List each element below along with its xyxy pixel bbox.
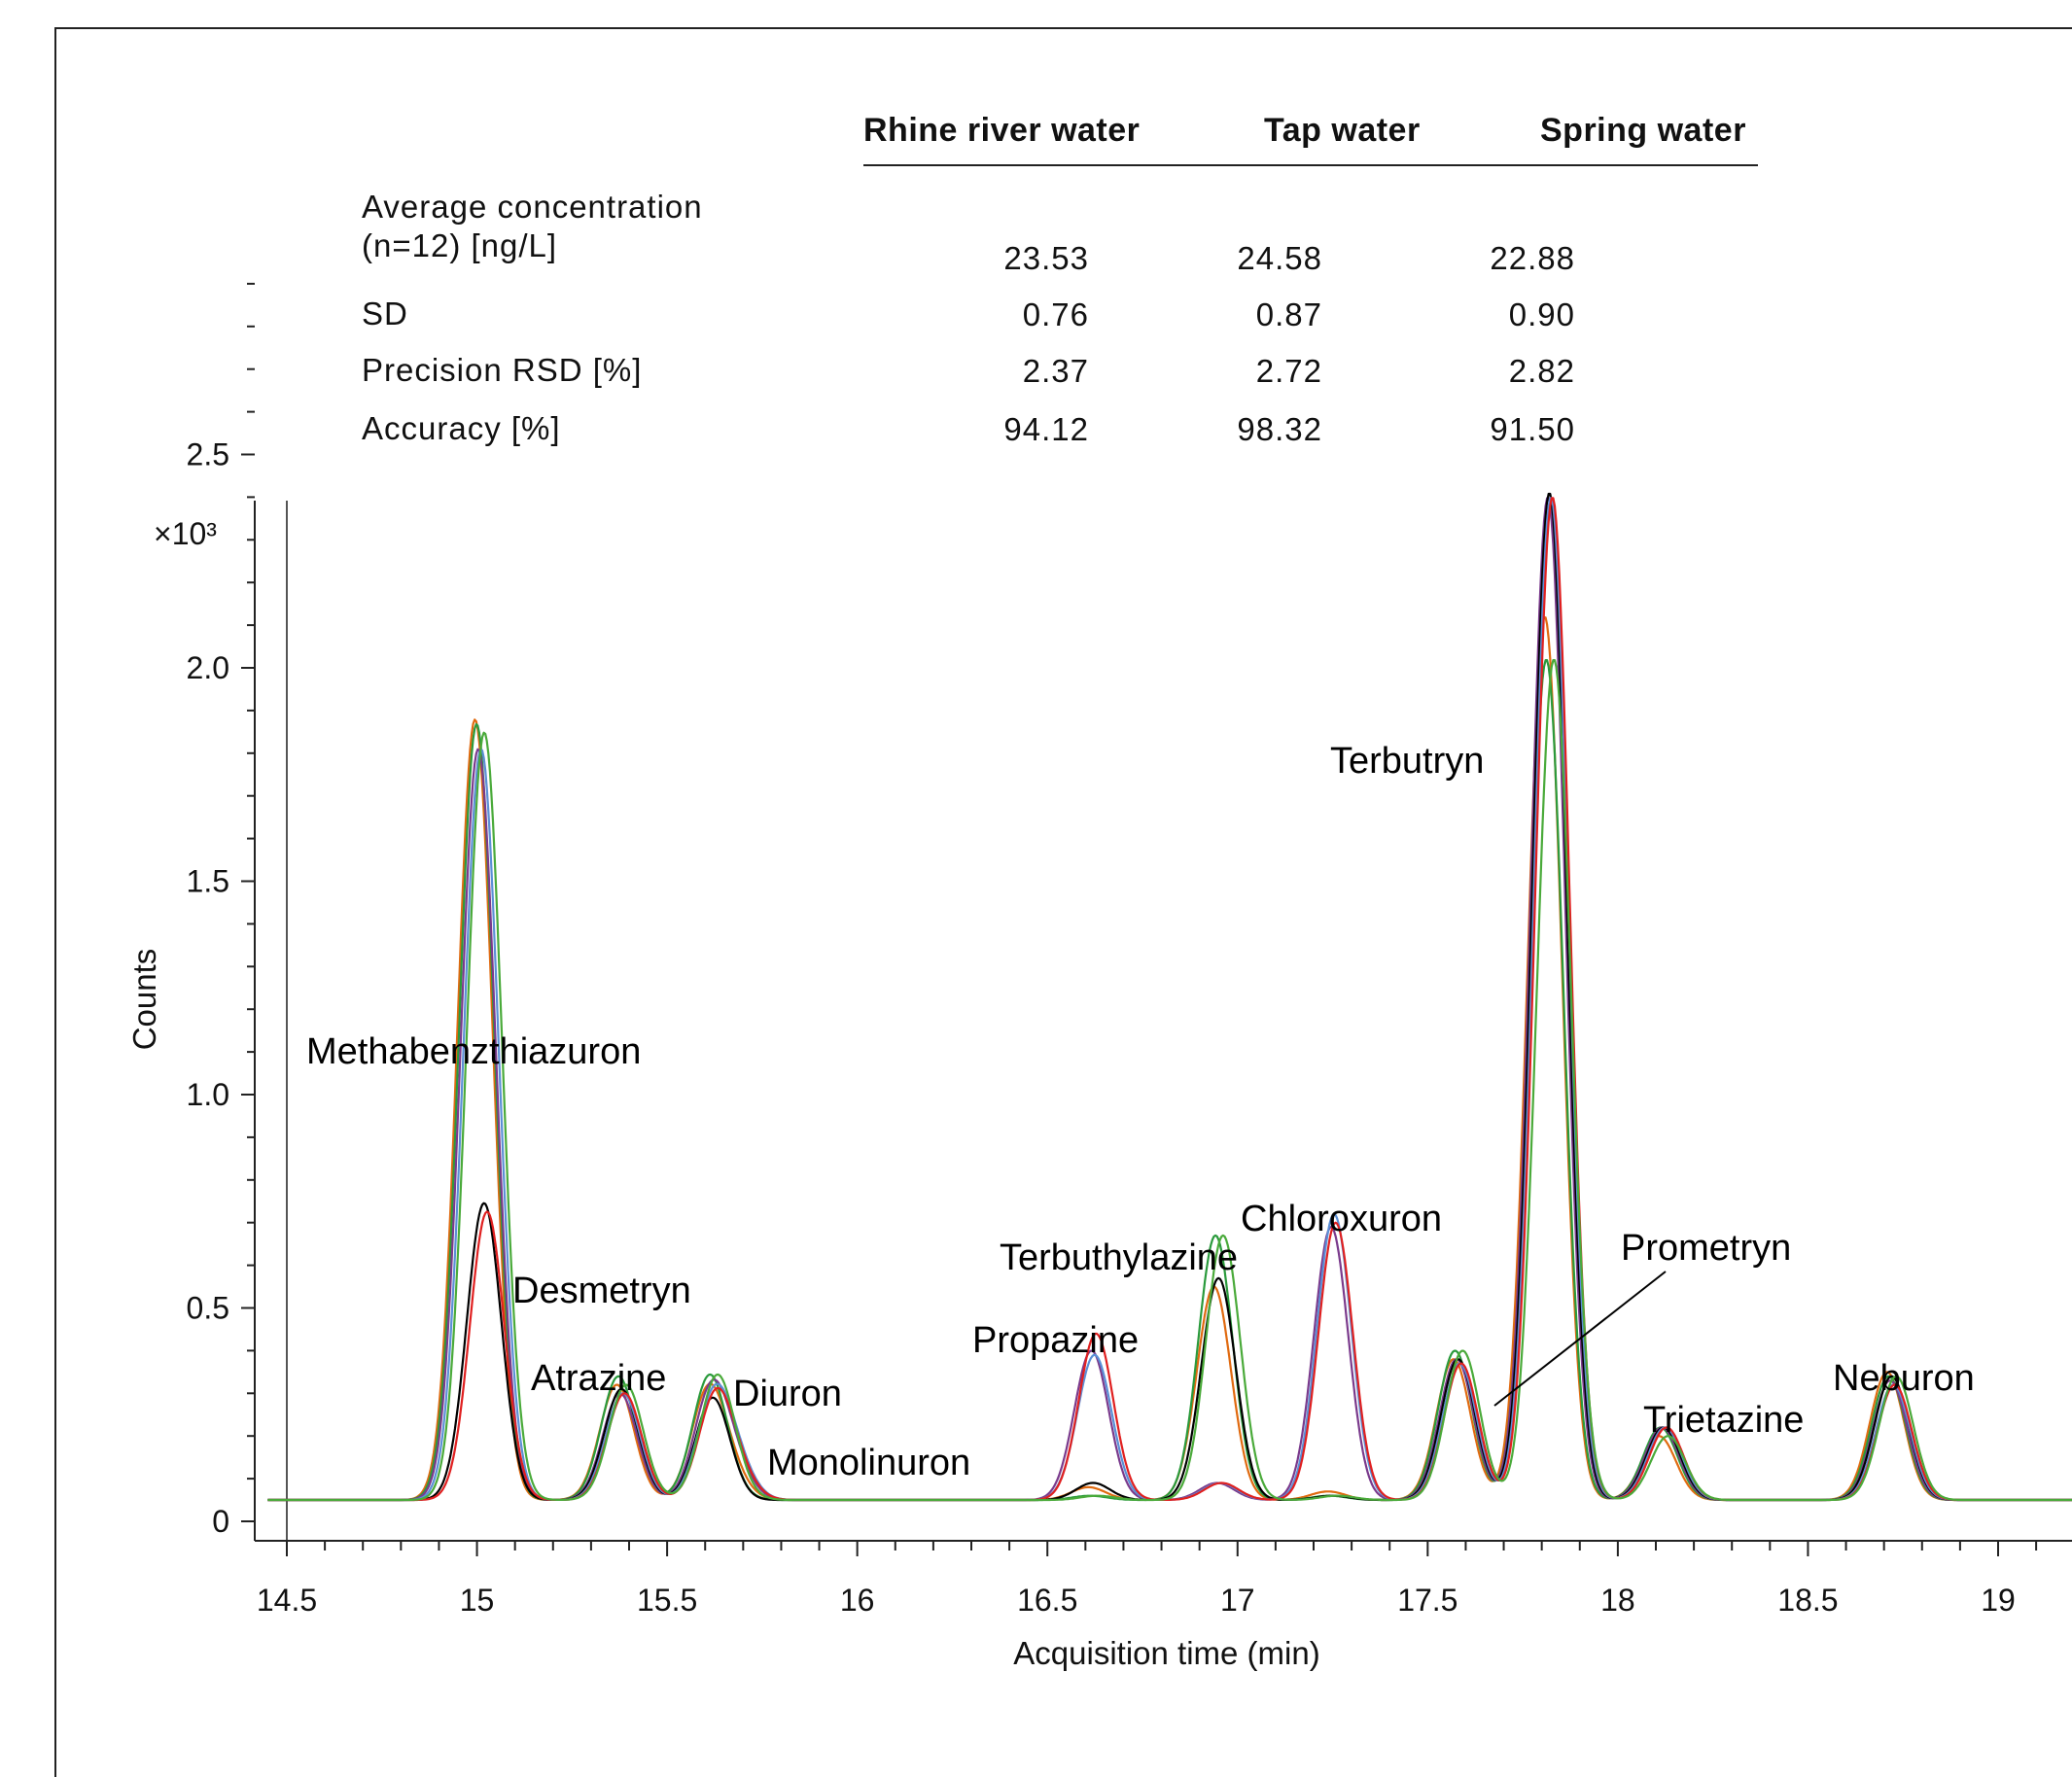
stats-table: Rhine river water Tap water Spring water… xyxy=(350,102,1809,510)
series-trace xyxy=(267,492,2072,1502)
y-tick-label: 1.0 xyxy=(187,1077,229,1112)
peak-label-atrazine: Atrazine xyxy=(531,1358,666,1399)
column-header-tap: Tap water xyxy=(1264,112,1421,149)
peak-label-desmetryn: Desmetryn xyxy=(512,1271,691,1311)
x-tick-label: 16.5 xyxy=(1017,1583,1077,1618)
y-tick-label: 2.5 xyxy=(187,437,229,472)
cell-average-spring: 22.88 xyxy=(1490,240,1575,276)
cell-accuracy-spring: 91.50 xyxy=(1490,411,1575,447)
x-tick-label: 15 xyxy=(460,1583,495,1618)
column-header-rhine: Rhine river water xyxy=(863,112,1141,149)
cell-sd-spring: 0.90 xyxy=(1508,296,1575,332)
cell-precision-tap: 2.72 xyxy=(1255,353,1322,389)
series-trace xyxy=(267,497,2072,1502)
peak-label-diuron: Diuron xyxy=(733,1374,842,1414)
row-label-average-line2: (n=12) [ng/L] xyxy=(362,226,558,263)
prometryn-leader-line xyxy=(1493,1271,1667,1407)
peak-label-neburon: Neburon xyxy=(1833,1358,1975,1399)
x-tick-label: 17 xyxy=(1220,1583,1255,1618)
row-label-precision: Precision RSD [%] xyxy=(362,352,643,388)
cell-accuracy-tap: 98.32 xyxy=(1237,411,1322,447)
cell-average-tap: 24.58 xyxy=(1237,240,1322,276)
y-tick-label: 2.0 xyxy=(187,650,229,685)
x-tick-label: 16 xyxy=(840,1583,875,1618)
cell-precision-rhine: 2.37 xyxy=(1022,353,1089,389)
peak-label-terbutryn: Terbutryn xyxy=(1330,741,1484,782)
x-tick-label: 17.5 xyxy=(1397,1583,1457,1618)
series-trace xyxy=(267,497,2072,1502)
y-tick-label: 0.5 xyxy=(187,1291,229,1326)
figure-frame xyxy=(54,27,2072,1777)
y-tick-label: 0 xyxy=(212,1504,229,1539)
cell-sd-tap: 0.87 xyxy=(1255,296,1322,332)
column-header-spring: Spring water xyxy=(1540,112,1746,149)
x-tick-label: 19 xyxy=(1981,1583,2016,1618)
cell-average-rhine: 23.53 xyxy=(1003,240,1089,276)
peak-label-monolinuron: Monolinuron xyxy=(767,1443,970,1483)
row-label-accuracy: Accuracy [%] xyxy=(362,410,561,446)
row-label-average: Average concentration (n=12) [ng/L] xyxy=(362,188,703,264)
y-axis-title: Counts xyxy=(126,949,162,1051)
y-tick-label: 1.5 xyxy=(187,864,229,899)
peak-label-chloroxuron: Chloroxuron xyxy=(1241,1199,1442,1239)
x-axis-title: Acquisition time (min) xyxy=(1013,1635,1319,1671)
y-multiplier-label: ×10³ xyxy=(154,516,217,551)
x-tick-label: 18.5 xyxy=(1777,1583,1838,1618)
peak-label-methabenzthiazuron: Methabenzthiazuron xyxy=(306,1031,641,1072)
cell-accuracy-rhine: 94.12 xyxy=(1003,411,1089,447)
series-trace xyxy=(267,659,2072,1502)
peak-label-trietazine: Trietazine xyxy=(1643,1400,1804,1441)
x-tick-label: 14.5 xyxy=(257,1583,317,1618)
peak-label-propazine: Propazine xyxy=(972,1320,1139,1361)
peak-label-terbuthylazine: Terbuthylazine xyxy=(1000,1237,1238,1278)
cell-precision-spring: 2.82 xyxy=(1508,353,1575,389)
x-tick-label: 18 xyxy=(1600,1583,1635,1618)
header-rule xyxy=(863,164,1758,166)
x-tick-label: 15.5 xyxy=(637,1583,697,1618)
peak-label-prometryn: Prometryn xyxy=(1621,1228,1791,1269)
row-label-sd: SD xyxy=(362,296,408,331)
row-label-average-line1: Average concentration xyxy=(362,189,703,225)
cell-sd-rhine: 0.76 xyxy=(1022,296,1089,332)
series-trace xyxy=(267,497,2072,1502)
